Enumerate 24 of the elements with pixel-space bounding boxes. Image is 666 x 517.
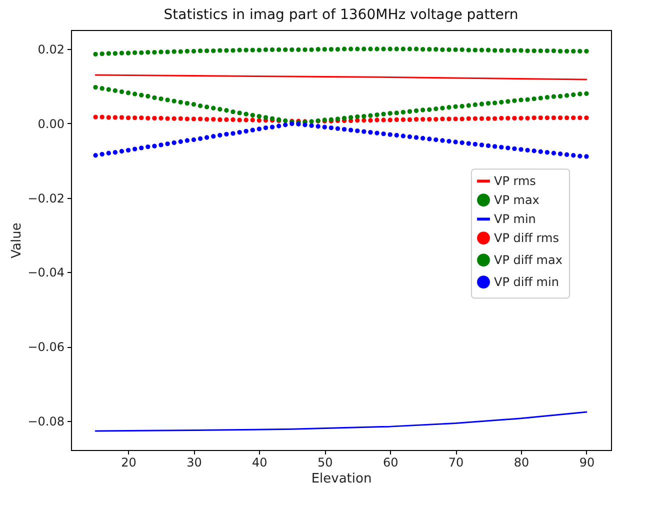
x-tick-label: 70 xyxy=(448,456,464,470)
legend-label: VP min xyxy=(494,212,536,226)
x-tick-label: 20 xyxy=(121,456,136,470)
x-tick-label: 40 xyxy=(252,456,268,470)
legend-label: VP diff min xyxy=(494,275,559,290)
y-tick-label: −0.02 xyxy=(28,191,64,206)
y-tick-label: −0.06 xyxy=(28,340,64,354)
x-axis-title: Elevation xyxy=(311,472,372,486)
y-tick-label: −0.08 xyxy=(28,414,64,428)
x-tick-label: 30 xyxy=(186,456,202,470)
legend-label: VP rms xyxy=(494,174,536,188)
y-axis-title: Value xyxy=(10,222,25,258)
y-tick-label: −0.04 xyxy=(28,266,64,280)
legend-label: VP diff max xyxy=(494,253,562,268)
y-tick-label: 0.02 xyxy=(38,42,64,56)
x-tick-label: 50 xyxy=(317,456,333,470)
y-tick-label: 0.00 xyxy=(38,116,64,131)
line-series xyxy=(94,411,588,432)
legend-label: VP max xyxy=(494,193,540,208)
x-tick-label: 60 xyxy=(382,456,398,470)
chart-title: Statistics in imag part of 1360MHz voltage pattern xyxy=(164,7,518,23)
x-tick-label: 90 xyxy=(579,456,595,470)
legend-label: VP diff rms xyxy=(494,231,559,246)
x-tick-label: 80 xyxy=(514,456,530,470)
